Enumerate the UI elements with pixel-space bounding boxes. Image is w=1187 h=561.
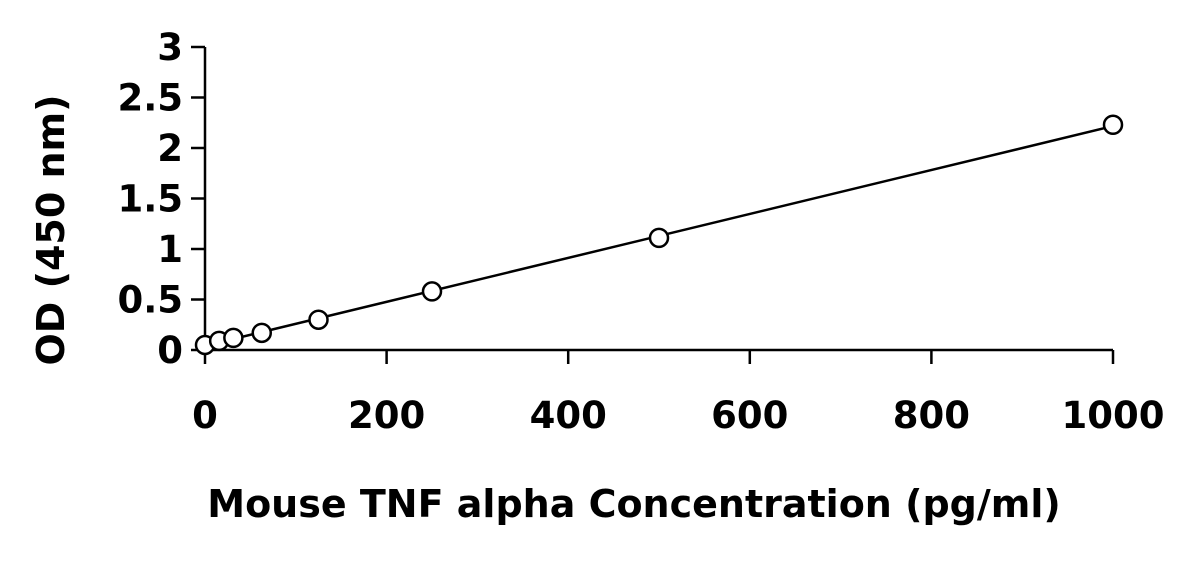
data-point: [251, 322, 272, 344]
x-axis-title: Mouse TNF alpha Concentration (pg/ml): [207, 482, 1060, 526]
data-point: [1102, 114, 1124, 136]
y-axis-ticks: 0 0.5 1 1.5 2 2.5 3: [117, 26, 205, 372]
y-tick-label: 1: [157, 228, 183, 271]
data-point: [223, 327, 244, 349]
x-tick-label: 400: [530, 394, 607, 437]
x-tick-label: 200: [348, 394, 425, 437]
y-tick-label: 2: [157, 127, 183, 170]
x-tick-label: 0: [192, 394, 218, 437]
x-tick-label: 1000: [1062, 394, 1165, 437]
y-axis-title: OD (450 nm): [29, 94, 73, 365]
y-tick-label: 1.5: [117, 178, 183, 221]
y-tick-label: 2.5: [117, 77, 183, 120]
x-tick-label: 600: [711, 394, 788, 437]
axes: [203, 47, 1113, 352]
data-point: [308, 309, 329, 330]
y-tick-label: 0: [157, 329, 183, 372]
data-point: [421, 281, 443, 302]
data-point: [648, 227, 670, 249]
y-tick-label: 0.5: [117, 279, 183, 322]
y-tick-label: 3: [157, 26, 183, 69]
data-points: [194, 114, 1124, 356]
x-tick-label: 800: [893, 394, 970, 437]
x-axis-ticks: 0 200 400 600 800 1000: [192, 350, 1164, 437]
